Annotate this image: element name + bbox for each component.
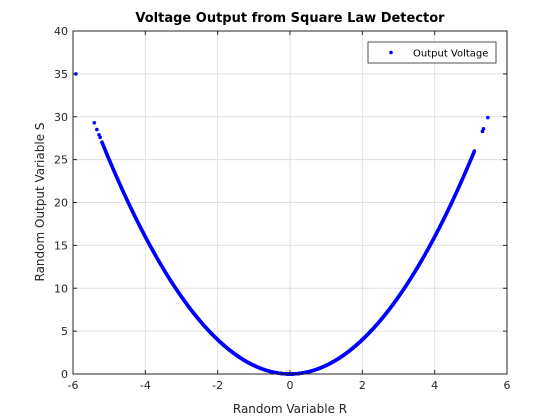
data-point: [482, 127, 486, 131]
data-point: [473, 149, 476, 152]
y-tick-label: 5: [61, 325, 68, 338]
y-axis-label: Random Output Variable S: [33, 122, 47, 281]
y-tick-label: 40: [54, 25, 68, 38]
y-tick-label: 30: [54, 111, 68, 124]
data-point: [98, 136, 102, 140]
data-point: [486, 116, 490, 120]
data-point: [93, 121, 97, 125]
data-point: [95, 128, 99, 132]
y-tick-label: 20: [54, 197, 68, 210]
y-tick-label: 0: [61, 368, 68, 381]
x-tick-label: 0: [287, 379, 294, 392]
legend-marker: [389, 51, 393, 55]
x-tick-label: -4: [140, 379, 151, 392]
y-tick-label: 35: [54, 68, 68, 81]
x-tick-label: 2: [359, 379, 366, 392]
x-axis-label: Random Variable R: [233, 402, 347, 416]
y-tick-label: 10: [54, 282, 68, 295]
y-tick-label: 25: [54, 154, 68, 167]
legend: Output Voltage: [368, 42, 496, 63]
y-tick-label: 15: [54, 239, 68, 252]
x-tick-label: 4: [431, 379, 438, 392]
legend-entry-output-voltage: Output Voltage: [413, 49, 488, 60]
x-tick-label: 6: [504, 379, 511, 392]
chart-title: Voltage Output from Square Law Detector: [135, 11, 445, 26]
x-tick-label: -2: [212, 379, 223, 392]
x-tick-label: -6: [68, 379, 79, 392]
